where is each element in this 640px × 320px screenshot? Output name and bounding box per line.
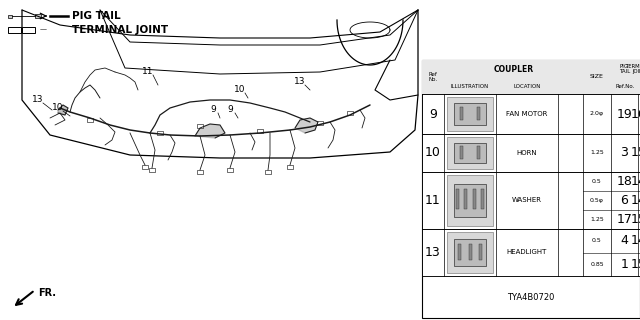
- Text: TYA4B0720: TYA4B0720: [508, 292, 555, 301]
- Text: 6: 6: [621, 194, 628, 207]
- Text: 3: 3: [621, 147, 628, 159]
- Bar: [477, 107, 479, 120]
- Bar: [22, 27, 35, 33]
- Bar: [157, 131, 163, 135]
- Bar: [347, 111, 353, 115]
- Text: FAN MOTOR: FAN MOTOR: [506, 111, 548, 117]
- Bar: [479, 244, 482, 260]
- Bar: [265, 170, 271, 174]
- Text: 17: 17: [616, 213, 632, 226]
- Bar: [8, 27, 21, 33]
- Bar: [472, 189, 476, 209]
- Bar: [422, 94, 640, 134]
- Bar: [8, 14, 12, 18]
- Bar: [422, 172, 640, 229]
- Text: 16: 16: [631, 108, 640, 121]
- Text: 13: 13: [32, 95, 44, 105]
- Text: WASHER: WASHER: [512, 197, 542, 204]
- Text: TERMINAL JOINT: TERMINAL JOINT: [72, 25, 168, 35]
- Text: 19: 19: [616, 108, 632, 121]
- Text: 9: 9: [210, 106, 216, 115]
- Text: 11: 11: [425, 194, 441, 207]
- Text: HORN: HORN: [516, 150, 538, 156]
- Text: 14: 14: [631, 234, 640, 247]
- Bar: [454, 103, 486, 125]
- Text: ILLUSTRATION: ILLUSTRATION: [451, 84, 489, 89]
- Text: 14: 14: [631, 194, 640, 207]
- Text: 10: 10: [425, 147, 441, 159]
- Text: 15: 15: [631, 213, 640, 226]
- Text: 15: 15: [631, 147, 640, 159]
- Text: —: —: [40, 26, 47, 32]
- Bar: [197, 124, 203, 128]
- Bar: [465, 189, 467, 209]
- Bar: [454, 184, 486, 217]
- Polygon shape: [58, 105, 68, 115]
- Text: 2.0φ: 2.0φ: [590, 111, 604, 116]
- Text: SIZE: SIZE: [590, 75, 604, 79]
- Bar: [257, 129, 263, 133]
- Bar: [422, 60, 640, 318]
- Text: 0.85: 0.85: [590, 262, 604, 267]
- Text: PIG TAIL: PIG TAIL: [72, 11, 120, 21]
- Bar: [197, 170, 203, 174]
- Text: 1.25: 1.25: [590, 217, 604, 222]
- Text: 9: 9: [227, 106, 233, 115]
- Text: 1: 1: [621, 258, 628, 271]
- Bar: [227, 168, 233, 172]
- Text: FR.: FR.: [38, 288, 56, 298]
- Text: 1.25: 1.25: [590, 150, 604, 156]
- Bar: [142, 165, 148, 169]
- Text: COUPLER: COUPLER: [493, 65, 534, 74]
- Text: Ref.No.: Ref.No.: [616, 84, 635, 89]
- Text: 0.5: 0.5: [592, 179, 602, 184]
- Bar: [456, 189, 460, 209]
- Bar: [460, 107, 463, 120]
- Bar: [422, 134, 640, 172]
- Text: 13: 13: [294, 77, 306, 86]
- Text: HEADLIGHT: HEADLIGHT: [507, 250, 547, 255]
- Text: 14: 14: [631, 175, 640, 188]
- Bar: [447, 97, 493, 131]
- Bar: [460, 146, 463, 158]
- Bar: [454, 239, 486, 266]
- Text: 10: 10: [234, 85, 246, 94]
- Text: 0.5φ: 0.5φ: [590, 198, 604, 203]
- Polygon shape: [295, 118, 318, 133]
- Bar: [422, 60, 640, 94]
- Text: 4: 4: [621, 234, 628, 247]
- Bar: [458, 244, 461, 260]
- Bar: [477, 146, 479, 158]
- Text: PIG
TAIL: PIG TAIL: [619, 64, 630, 74]
- Bar: [447, 137, 493, 169]
- Text: 11: 11: [142, 68, 154, 76]
- Bar: [35, 14, 41, 18]
- Bar: [149, 168, 155, 172]
- Text: 9: 9: [429, 108, 437, 121]
- Text: Ref
No.: Ref No.: [428, 72, 438, 82]
- Text: 13: 13: [425, 246, 441, 259]
- Text: TERMINAL
JOINT: TERMINAL JOINT: [626, 64, 640, 74]
- Bar: [87, 118, 93, 122]
- Text: LOCATION: LOCATION: [513, 84, 541, 89]
- Bar: [422, 229, 640, 276]
- Text: 10: 10: [52, 103, 64, 113]
- Bar: [447, 232, 493, 273]
- Text: 15: 15: [631, 258, 640, 271]
- Bar: [317, 121, 323, 125]
- Bar: [287, 165, 293, 169]
- Bar: [468, 244, 472, 260]
- Text: 0.5: 0.5: [592, 238, 602, 243]
- Bar: [447, 175, 493, 226]
- Text: 18: 18: [616, 175, 632, 188]
- Polygon shape: [195, 124, 225, 138]
- Bar: [481, 189, 484, 209]
- Bar: [454, 143, 486, 164]
